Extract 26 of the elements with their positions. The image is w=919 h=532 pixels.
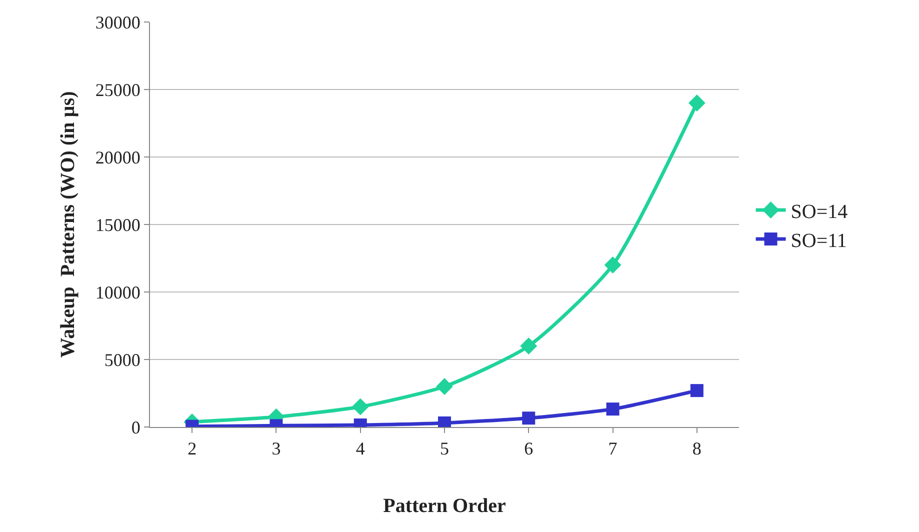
y-axis-title: Wakeup Patterns (WO) (in µs) [56, 91, 79, 358]
y-tick-label: 20000 [95, 147, 140, 168]
y-tick-label: 10000 [95, 282, 140, 302]
x-tick-label: 8 [692, 438, 702, 459]
y-tick-label: 15000 [95, 214, 140, 235]
y-tick-label: 5000 [104, 350, 140, 370]
x-tick-label: 5 [440, 438, 449, 459]
point [522, 412, 536, 425]
x-tick-label: 6 [524, 438, 534, 459]
point [436, 378, 453, 395]
x-tick-label: 7 [608, 438, 618, 459]
legend-label: SO=14 [790, 200, 848, 223]
x-tick-label: 2 [188, 438, 197, 459]
point [690, 384, 704, 398]
y-tick-label: 0 [131, 417, 140, 438]
y-tick-label: 30000 [95, 12, 140, 32]
legend-label: SO=11 [790, 230, 847, 252]
point [606, 402, 620, 416]
point [688, 94, 706, 112]
point [604, 256, 622, 274]
x-tick-label: 3 [272, 438, 281, 459]
point [352, 398, 369, 416]
point [520, 338, 538, 354]
x-axis-title: Pattern Order [383, 495, 506, 518]
y-tick-label: 25000 [95, 80, 140, 100]
x-tick-label: 4 [356, 438, 365, 459]
